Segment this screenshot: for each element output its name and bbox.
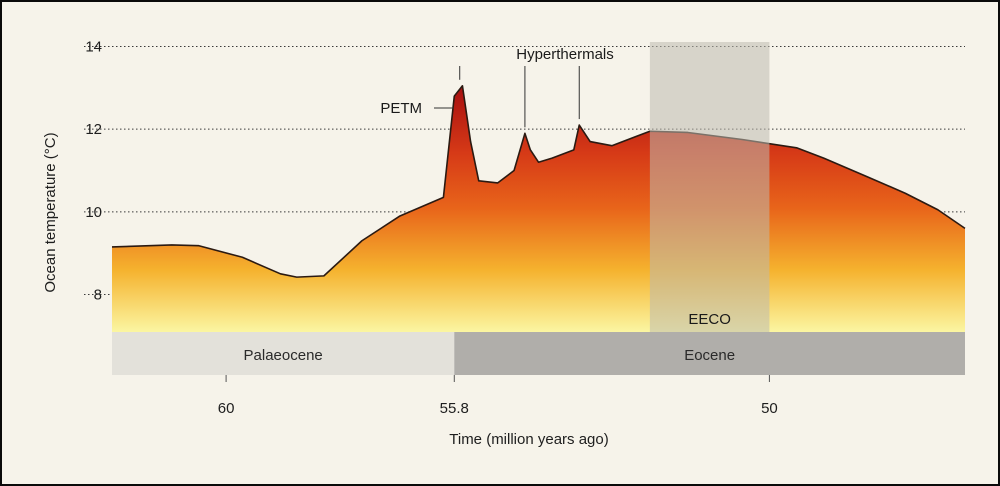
period-band-palaeocene [112,332,455,375]
temperature-line [111,84,966,278]
y-tick-label-14: 14 [85,39,102,56]
period-band-eocene [454,332,965,375]
y-axis-title: Ocean temperature (°C) [42,132,59,292]
petm-label: PETM [380,100,422,117]
x-tick-label-60: 60 [218,400,235,417]
x-axis-title: Time (million years ago) [449,431,609,448]
y-tick-label-8: 8 [94,286,102,303]
eeco-label: EECO [688,311,731,328]
eeco-shade [649,42,770,332]
y-tick-label-10: 10 [85,204,102,221]
temperature-area [112,85,965,332]
period-label-eocene: Eocene [684,347,735,364]
x-tick-label-50: 50 [761,400,778,417]
period-label-palaeocene: Palaeocene [244,347,323,364]
hyperthermals-label: Hyperthermals [516,46,614,63]
y-tick-label-12: 12 [85,121,102,138]
x-tick-label-55.8: 55.8 [440,400,469,417]
